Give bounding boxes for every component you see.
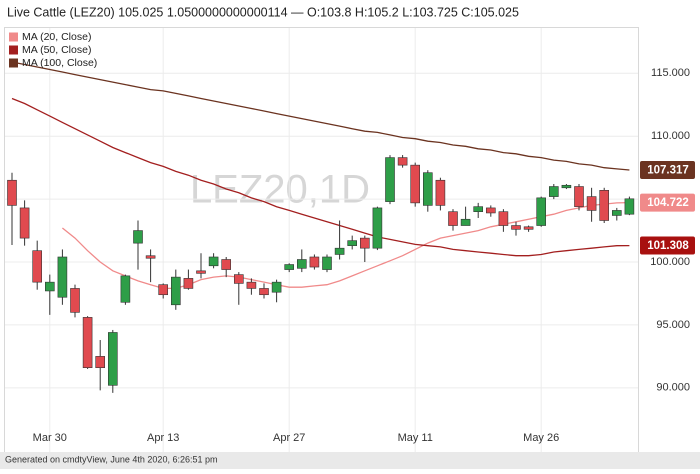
legend-label: MA (20, Close) [22, 31, 91, 43]
candle-body [372, 207, 383, 249]
last-value-label: 104.722 [647, 197, 689, 209]
candle-body [397, 157, 408, 166]
candle-body [145, 255, 156, 259]
ma-line [11, 97, 630, 257]
last-value-box [640, 193, 695, 212]
candle-body [523, 226, 534, 230]
candle-body [574, 186, 584, 207]
candle-body [385, 157, 395, 202]
candle-body [158, 284, 168, 296]
candle-body [322, 256, 332, 270]
candle-body [171, 276, 181, 306]
candle-body [246, 281, 257, 289]
candle-body [196, 270, 206, 274]
candle-body [611, 210, 622, 216]
candle-body [485, 207, 496, 214]
candle-body [32, 250, 43, 283]
candle-body [498, 211, 509, 226]
y-tick-label: 100.000 [650, 256, 690, 268]
candle-body [44, 281, 55, 292]
candle-body [309, 256, 320, 268]
candle-body [7, 179, 17, 206]
candle-body [410, 164, 421, 204]
legend-label: MA (100, Close) [22, 57, 97, 69]
footer-bar [0, 452, 700, 469]
candle-body [536, 197, 547, 226]
legend-swatch [9, 45, 18, 55]
candle-body [183, 278, 194, 289]
candle-body [259, 288, 269, 296]
candle-body [435, 179, 446, 206]
candle-body [57, 256, 68, 298]
candle-body [359, 237, 370, 249]
x-tick-label: Apr 27 [273, 432, 305, 444]
candle-body [108, 332, 118, 386]
candle-body [284, 264, 295, 270]
candle-body [334, 247, 345, 255]
chart-title: Live Cattle (LEZ20) 105.025 1.0500000000… [7, 5, 519, 19]
candle-body [548, 186, 559, 197]
candle-body [448, 211, 458, 226]
candle-body [95, 356, 105, 369]
candle-body [624, 198, 635, 215]
candle-body [296, 259, 307, 269]
footer-text: Generated on cmdtyView, June 4th 2020, 6… [5, 454, 217, 464]
candle-body [234, 274, 244, 284]
candle-body [347, 240, 358, 246]
candle-body [561, 184, 572, 189]
x-tick-label: May 26 [523, 432, 559, 444]
x-tick-label: May 11 [398, 432, 433, 444]
y-tick-label: 115.000 [651, 67, 690, 79]
ma-line [11, 61, 630, 171]
legend-swatch [9, 58, 18, 68]
last-value-box [640, 160, 695, 179]
candle-body [473, 206, 484, 212]
ma-line [61, 201, 630, 290]
legend-label: MA (50, Close) [22, 44, 91, 56]
candle-body [82, 317, 93, 369]
candle-body [271, 281, 282, 293]
last-value-box [640, 236, 695, 255]
candle-body [422, 172, 433, 206]
legend-swatch [9, 32, 18, 42]
y-tick-label: 90.000 [656, 382, 690, 394]
x-tick-label: Mar 30 [33, 432, 67, 444]
candle-body [460, 218, 471, 226]
candle-body [120, 275, 131, 303]
last-value-label: 107.317 [647, 164, 689, 176]
candle-body [133, 230, 143, 244]
y-tick-label: 110.000 [651, 130, 690, 142]
y-tick-label: 95.000 [656, 319, 690, 331]
candle-body [70, 288, 80, 313]
candle-body [586, 196, 597, 211]
candle-body [221, 259, 231, 270]
candle-body [208, 256, 219, 267]
candle-body [19, 207, 30, 239]
last-value-label: 101.308 [647, 240, 689, 252]
watermark: LEZ20,1D [190, 168, 370, 212]
candle-body [599, 190, 610, 221]
x-tick-label: Apr 13 [147, 432, 179, 444]
candle-body [511, 225, 521, 230]
